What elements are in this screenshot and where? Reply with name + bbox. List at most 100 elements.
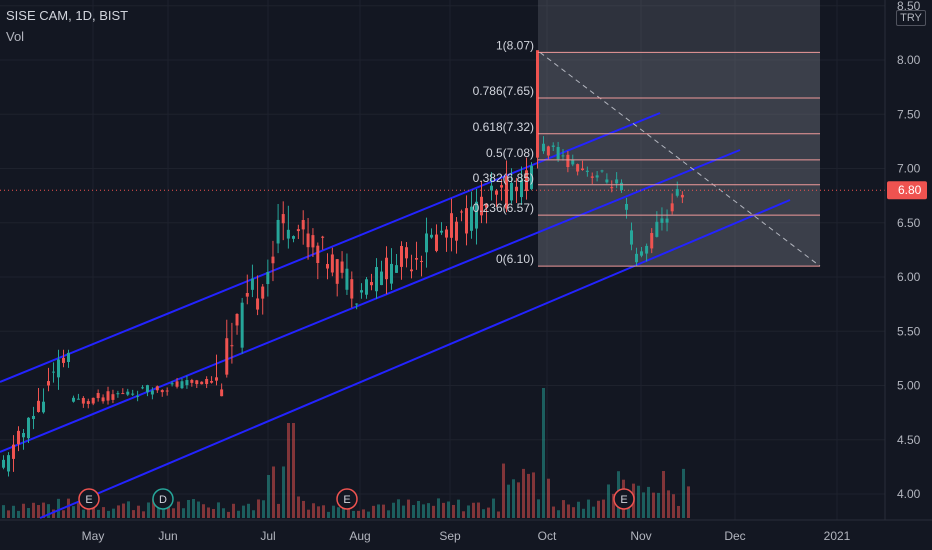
volume-bar xyxy=(107,510,110,518)
volume-bar xyxy=(127,501,130,518)
candle-body xyxy=(170,383,174,385)
candle-body xyxy=(76,398,80,400)
volume-bar xyxy=(547,478,550,518)
volume-bar xyxy=(162,505,165,518)
fib-trend-line xyxy=(539,52,821,267)
candle-body xyxy=(330,254,334,273)
candle-body xyxy=(101,397,105,402)
candle-body xyxy=(460,211,463,213)
volume-label: Vol xyxy=(6,29,25,44)
volume-bar xyxy=(227,511,230,518)
candle-body xyxy=(395,265,398,273)
candle-body xyxy=(7,455,10,472)
candle-body xyxy=(250,278,254,290)
candle-body xyxy=(440,230,443,233)
event-marker xyxy=(336,488,358,510)
candle-body xyxy=(675,189,679,196)
candle-body xyxy=(86,401,90,404)
candle-body xyxy=(240,302,244,348)
volume-bar xyxy=(322,505,325,518)
volume-bar xyxy=(367,511,370,518)
candle-body xyxy=(185,380,189,386)
candle-body xyxy=(205,379,209,385)
candle-body xyxy=(62,357,65,363)
volume-bar xyxy=(512,479,515,518)
candle-body xyxy=(635,253,638,263)
candle-body xyxy=(390,263,393,284)
candle-body xyxy=(625,203,628,210)
volume-bar xyxy=(147,502,150,518)
volume-bar xyxy=(57,498,60,518)
candle-body xyxy=(615,179,619,184)
candle-body xyxy=(271,256,275,264)
volume-bar xyxy=(627,502,630,518)
candle-body xyxy=(245,292,249,297)
volume-bar xyxy=(677,505,680,518)
volume-bar xyxy=(567,504,570,518)
volume-bar xyxy=(27,508,30,518)
candle-body xyxy=(321,236,325,238)
volume-bar xyxy=(577,501,580,518)
volume-bar xyxy=(207,507,210,518)
volume-bar xyxy=(112,508,115,518)
volume-bar xyxy=(392,502,395,518)
volume-bar xyxy=(317,506,320,518)
volume-bar xyxy=(477,502,480,518)
candle-body xyxy=(600,170,604,172)
candle-body xyxy=(116,393,120,395)
candle-body xyxy=(360,290,363,293)
candle-body xyxy=(136,395,140,397)
volume-bar xyxy=(472,502,475,518)
candle-body xyxy=(355,303,359,305)
time-tick-label: Dec xyxy=(724,529,745,543)
candle-body xyxy=(370,282,373,286)
candle-body xyxy=(665,218,669,223)
volume-bar xyxy=(62,510,65,518)
volume-bar xyxy=(557,510,560,518)
candle-body xyxy=(650,233,654,249)
candle-body xyxy=(150,390,154,395)
volume-bar xyxy=(352,510,355,518)
volume-bar xyxy=(217,502,220,518)
candle-body xyxy=(296,229,300,232)
volume-bar xyxy=(682,468,685,518)
candle-body xyxy=(505,176,508,209)
event-marker xyxy=(613,488,635,510)
volume-bar xyxy=(457,499,460,518)
price-tick-label: 5.00 xyxy=(897,379,921,393)
volume-bar xyxy=(552,506,555,518)
candle-body xyxy=(91,397,95,404)
currency-badge[interactable]: TRY xyxy=(896,10,926,26)
candle-body xyxy=(410,269,413,272)
volume-bar xyxy=(397,499,400,518)
candle-body xyxy=(276,219,280,244)
candle-body xyxy=(286,229,290,239)
volume-bar xyxy=(412,505,415,518)
candle-body xyxy=(590,176,594,178)
volume-bar xyxy=(52,509,55,518)
volume-bar xyxy=(662,471,665,518)
volume-bar xyxy=(7,510,10,518)
price-tick-label: 5.50 xyxy=(897,324,921,338)
candle-body xyxy=(576,164,580,172)
candle-body xyxy=(430,234,433,238)
candle-body xyxy=(326,263,329,269)
volume-bar xyxy=(187,499,190,518)
candle-body xyxy=(415,258,418,260)
volume-bar xyxy=(277,503,280,518)
candle-body xyxy=(510,182,513,201)
candle-body xyxy=(292,236,295,239)
volume-bar xyxy=(667,490,670,518)
fib-level-label: 0.618(7.32) xyxy=(473,120,534,134)
candle-body xyxy=(220,389,224,397)
candle-body xyxy=(530,165,533,189)
price-tick-label: 4.50 xyxy=(897,433,921,447)
time-axis: May Jun Jul Aug Sep Oct Nov Dec 2021 xyxy=(0,519,932,543)
candle-body xyxy=(306,233,310,248)
candle-body xyxy=(301,220,305,230)
candle-body xyxy=(480,196,483,216)
trend-channel xyxy=(0,52,885,519)
candle-body xyxy=(266,271,270,285)
price-tick-label: 7.00 xyxy=(897,162,921,176)
